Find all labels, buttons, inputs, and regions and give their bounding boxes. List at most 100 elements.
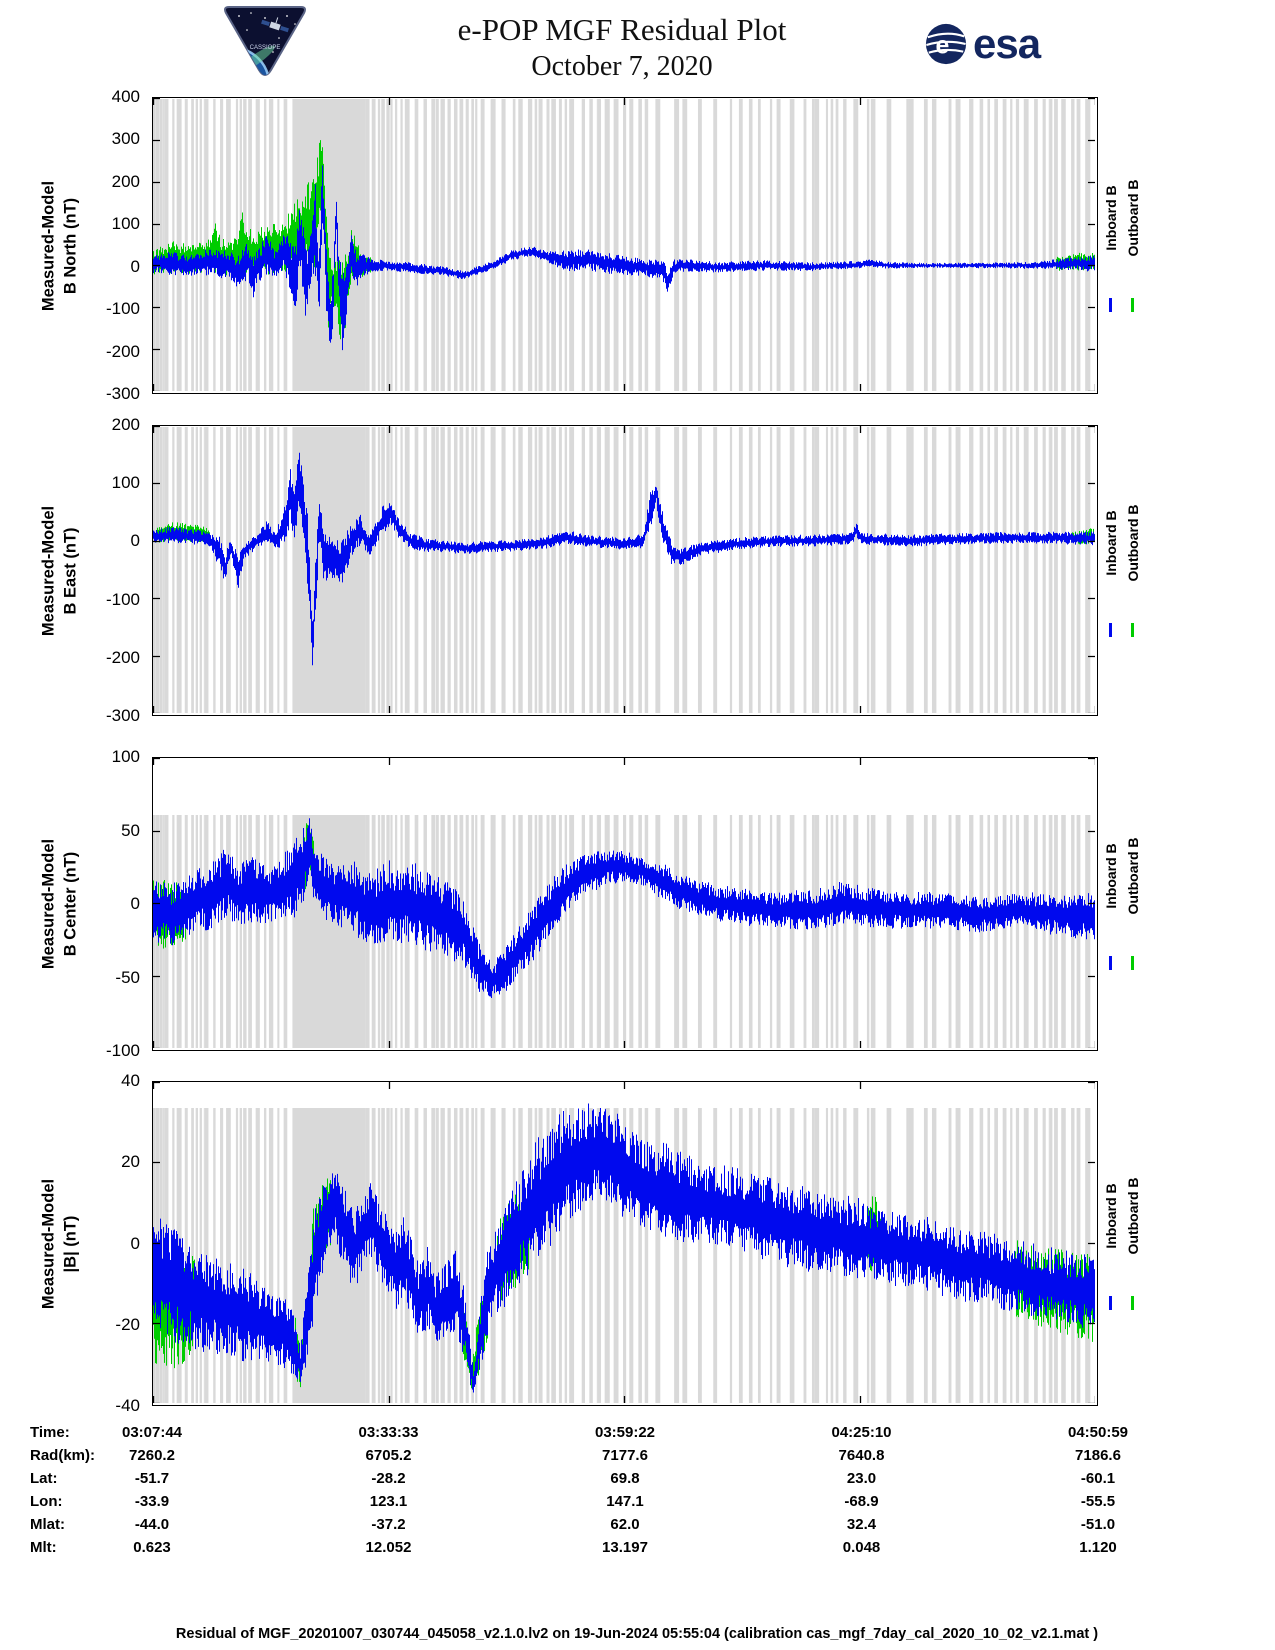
axis-value: 03:07:44 (121, 1424, 183, 1441)
axis-value: -55.5 (1080, 1493, 1116, 1510)
svg-text:e: e (935, 32, 949, 60)
y-tick-label: -100 (105, 299, 140, 319)
y-tick-label: -300 (105, 384, 140, 403)
axis-value: 32.4 (846, 1516, 877, 1533)
y-axis-label-line1: Measured-Model (39, 505, 58, 636)
axis-row-label-mlt: Mlt: (30, 1539, 57, 1556)
legend-outboard-mark (1131, 956, 1134, 970)
plot-canvas-b-north (153, 98, 1095, 391)
esa-globe-icon: e (925, 23, 967, 65)
y-tick-label: -100 (105, 589, 140, 609)
legend-inboard-mark (1109, 622, 1112, 637)
axis-row-label-mlat: Mlat: (30, 1516, 65, 1533)
axis-value: 23.0 (846, 1470, 877, 1487)
legend-outboard-label: Outboard B (1125, 837, 1141, 915)
axis-value: 7177.6 (602, 1447, 648, 1464)
plot-canvas-b-east (153, 426, 1095, 713)
y-axis-label-line1: Measured-Model (39, 838, 58, 970)
y-tick-label: -50 (115, 967, 140, 987)
y-axis-label-b-magnitude: Measured-Model |B| (nT) (38, 1178, 83, 1308)
y-tick-label: 0 (130, 894, 140, 913)
axis-row-label-lat: Lat: (30, 1470, 58, 1487)
axis-value: -37.2 (371, 1516, 406, 1533)
axis-value: 0.048 (842, 1539, 881, 1556)
legend-inboard-label: Inboard B (1103, 1182, 1119, 1249)
y-tick-label: 0 (130, 256, 140, 276)
axis-value: 7640.8 (838, 1447, 885, 1464)
cassiope-mission-patch-icon: CASSIOPE (224, 6, 306, 76)
legend-inboard-label: Inboard B (1103, 509, 1119, 576)
y-axis-label-line2: B East (nT) (62, 526, 80, 615)
legend-inboard-label: Inboard B (1103, 843, 1119, 909)
axis-row-label-lon: Lon: (30, 1493, 63, 1510)
y-tick-label: 0 (130, 1233, 140, 1253)
axis-row-label-time: Time: (30, 1424, 70, 1441)
y-tick-label: 40 (121, 1071, 140, 1090)
y-tick-label: 100 (111, 473, 140, 493)
plot-panel-b-magnitude (152, 1081, 1098, 1406)
axis-value: -33.9 (134, 1493, 170, 1510)
esa-wordmark: esa (973, 20, 1041, 67)
axis-value: -68.9 (844, 1493, 879, 1510)
y-tick-label: -300 (105, 706, 140, 725)
figure-title-line2: October 7, 2020 (531, 51, 713, 82)
legend-outboard-mark (1131, 1295, 1134, 1310)
axis-value: 0.623 (133, 1539, 171, 1556)
axis-value: 13.197 (602, 1539, 648, 1556)
figure-title: e-POP MGF Residual Plot October 7, 2020 (458, 12, 787, 83)
axis-value: 12.052 (365, 1539, 412, 1556)
y-tick-label: 100 (111, 747, 140, 766)
patch-label: CASSIOPE (250, 45, 281, 51)
y-tick-label: -200 (105, 647, 140, 667)
axis-value: 7186.6 (1075, 1447, 1121, 1464)
axis-value: 03:33:33 (358, 1424, 419, 1441)
axis-value: 69.8 (610, 1470, 640, 1487)
y-axis-label-line2: B Center (nT) (62, 851, 80, 957)
footer-note: Residual of MGF_20201007_030744_045058_v… (175, 1626, 1099, 1642)
legend-inboard-mark (1109, 1295, 1112, 1310)
plot-panel-b-east (152, 425, 1098, 716)
legend-inboard-label: Inboard B (1103, 184, 1119, 251)
y-tick-label: -200 (105, 341, 140, 361)
axis-value: 6705.2 (365, 1447, 412, 1464)
axis-value: 7260.2 (129, 1447, 175, 1464)
y-axis-label-b-center: Measured-Model B Center (nT) (38, 839, 83, 969)
legend-outboard-mark (1131, 622, 1134, 637)
y-axis-label-b-east: Measured-Model B East (nT) (38, 505, 83, 635)
y-tick-label: 400 (111, 87, 140, 106)
y-tick-label: 0 (130, 531, 140, 551)
axis-value: 04:25:10 (831, 1424, 892, 1441)
axis-value: -44.0 (134, 1516, 170, 1533)
y-tick-label: -40 (115, 1396, 140, 1415)
y-axis-label-line1: Measured-Model (39, 180, 58, 311)
legend-outboard-label: Outboard B (1125, 1177, 1141, 1254)
y-tick-label: 200 (111, 415, 140, 434)
plot-canvas-b-magnitude (153, 1082, 1095, 1403)
axis-value: 03:59:22 (594, 1424, 656, 1441)
axis-value: 147.1 (606, 1493, 644, 1510)
axis-value: 04:50:59 (1067, 1424, 1129, 1441)
legend-outboard-label: Outboard B (1125, 179, 1141, 256)
axis-value: -28.2 (371, 1470, 406, 1487)
y-axis-label-b-north: Measured-Model B North (nT) (38, 180, 83, 310)
axis-value: -51.7 (134, 1470, 170, 1487)
legend-outboard-mark (1131, 297, 1134, 312)
axis-row-label-radkm: Rad(km): (30, 1447, 96, 1464)
plot-panel-b-north (152, 97, 1098, 394)
y-axis-label-line2: B North (nT) (62, 197, 80, 294)
plot-canvas-b-center (153, 758, 1095, 1048)
star-field (238, 12, 296, 53)
plot-panel-b-center (152, 757, 1098, 1051)
y-tick-label: -20 (115, 1314, 140, 1334)
axis-value: 62.0 (610, 1516, 640, 1533)
axis-value: -51.0 (1080, 1516, 1116, 1533)
figure-title-line1: e-POP MGF Residual Plot (457, 12, 787, 47)
y-tick-label: 200 (111, 171, 140, 191)
y-tick-label: 20 (121, 1152, 140, 1172)
legend-inboard-mark (1109, 297, 1112, 312)
y-tick-label: 50 (121, 820, 140, 840)
y-tick-label: -100 (105, 1041, 140, 1060)
axis-value: -60.1 (1080, 1470, 1116, 1487)
satellite-icon (261, 17, 289, 33)
